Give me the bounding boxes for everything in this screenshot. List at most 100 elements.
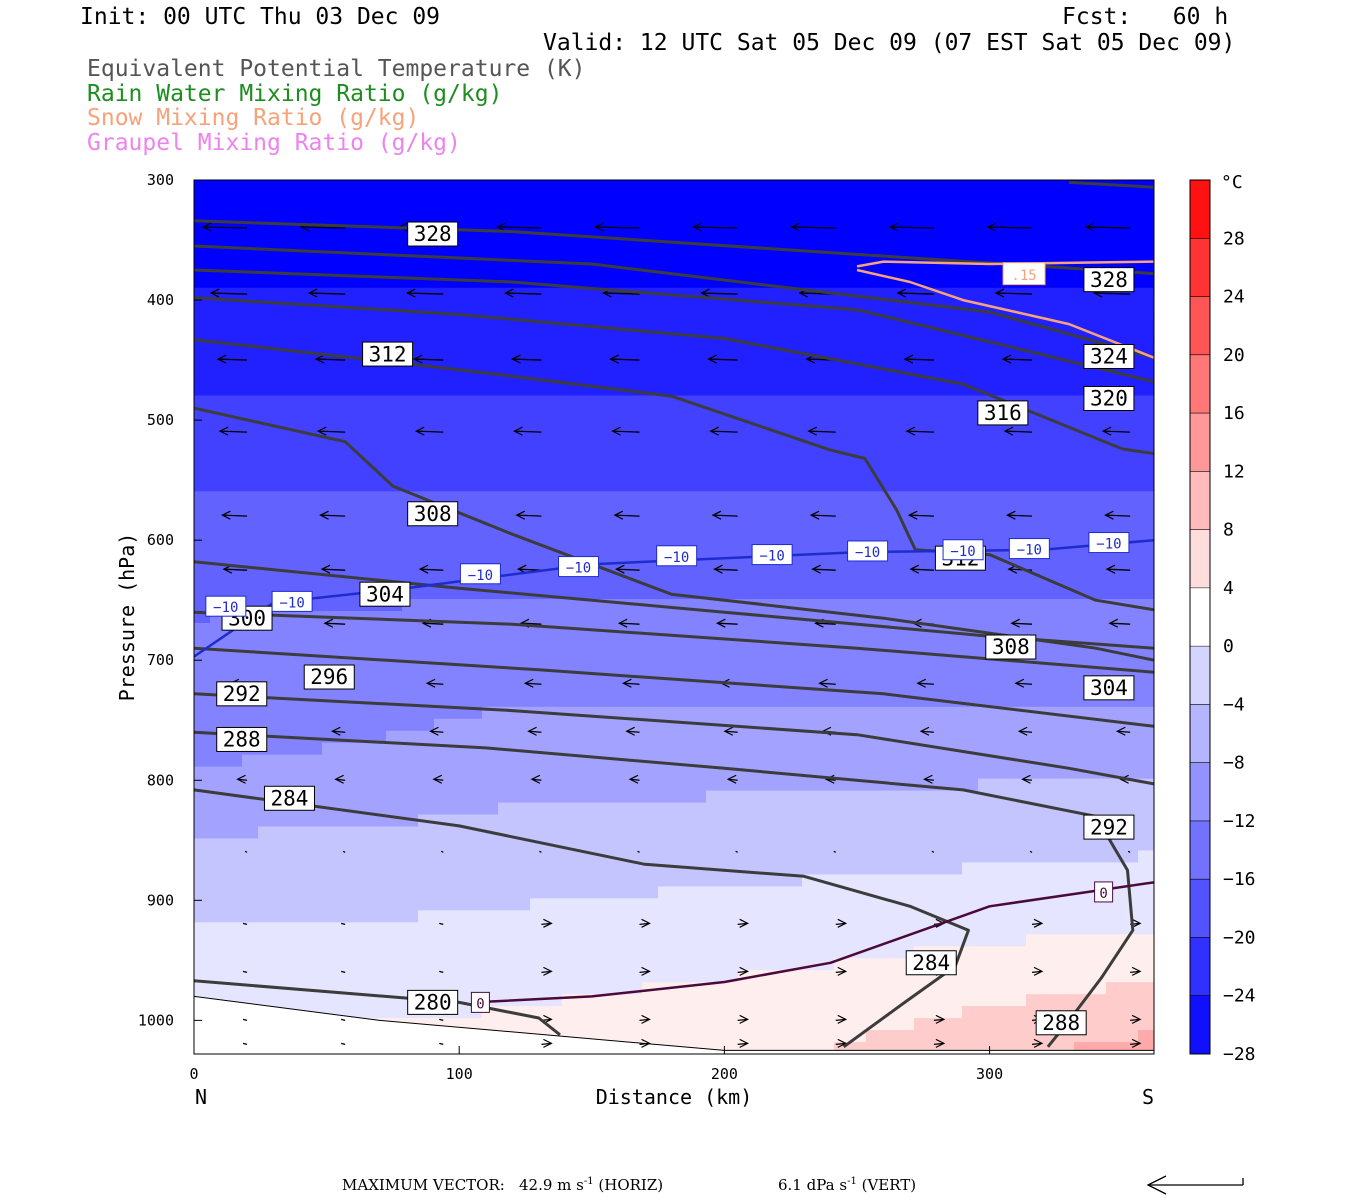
temperature-cell (738, 515, 755, 528)
temperature-cell (498, 455, 515, 468)
temperature-cell (402, 970, 419, 983)
temperature-cell (1138, 323, 1154, 337)
temperature-cell (770, 323, 787, 337)
temperature-cell (434, 527, 451, 540)
temperature-cell (882, 1018, 899, 1031)
temperature-cell (1122, 323, 1139, 337)
temperature-cell (466, 479, 483, 492)
temperature-cell (914, 874, 931, 887)
temperature-cell (1042, 682, 1059, 696)
temperature-cell (962, 503, 979, 516)
temperature-cell (482, 694, 499, 708)
temperature-cell (578, 419, 595, 433)
temperature-cell (834, 503, 851, 516)
temperature-cell (626, 239, 643, 253)
temperature-cell (978, 922, 995, 935)
temperature-cell (258, 371, 275, 385)
temperature-cell (466, 874, 483, 887)
temperature-cell (674, 467, 691, 480)
wind-vector (318, 430, 346, 433)
temperature-cell (898, 910, 915, 923)
temperature-cell (466, 335, 483, 349)
temperature-cell (1090, 910, 1107, 923)
temperature-cell (322, 994, 339, 1007)
temperature-cell (258, 431, 275, 444)
wind-vector (244, 850, 248, 853)
temperature-cell (802, 850, 819, 864)
wind-vector-head (1131, 1038, 1142, 1048)
temperature-cell (386, 383, 403, 397)
wind-vector-head (739, 918, 749, 928)
temperature-cell (962, 838, 979, 852)
temperature-cell (674, 898, 691, 911)
temperature-cell (706, 263, 723, 277)
temperature-cell (546, 180, 563, 193)
temperature-cell (898, 718, 915, 732)
temperature-cell (258, 275, 275, 289)
temperature-cell (210, 455, 227, 468)
colorbar-label: 4 (1223, 578, 1234, 599)
temperature-cell (690, 251, 707, 265)
temperature-cell (882, 718, 899, 732)
temperature-cell (450, 634, 467, 648)
temperature-cell (818, 503, 835, 516)
temperature-cell (226, 347, 243, 361)
temperature-cell (674, 311, 691, 325)
temperature-cell (642, 658, 659, 672)
temperature-cell (386, 455, 403, 468)
temperature-cell (642, 275, 659, 289)
temperature-cell (482, 263, 499, 277)
y-tick-label: 600 (147, 531, 174, 549)
theta-e-contour (1069, 180, 1154, 189)
temperature-cell (850, 467, 867, 480)
temperature-cell (946, 515, 963, 528)
temperature-cell (658, 874, 675, 887)
colorbar-label: 16 (1223, 403, 1245, 424)
temperature-cell (546, 335, 563, 349)
temperature-cell (418, 455, 435, 468)
temperature-cell (882, 862, 899, 876)
temperature-cell (898, 790, 915, 804)
temperature-cell (722, 1042, 739, 1054)
temperature-cell (370, 946, 387, 959)
temperature-cell (594, 946, 611, 959)
temperature-cell (386, 886, 403, 899)
temperature-cell (626, 766, 643, 780)
temperature-cell (658, 886, 675, 899)
temperature-cell (834, 575, 851, 588)
temperature-cell (898, 551, 915, 564)
temperature-cell (674, 778, 691, 792)
temperature-cell (578, 814, 595, 828)
temperature-cell (898, 203, 915, 217)
temperature-cell (578, 299, 595, 313)
temperature-cell (690, 1006, 707, 1019)
temperature-cell (370, 970, 387, 983)
temperature-cell (738, 838, 755, 852)
temperature-cell (898, 754, 915, 768)
temperature-cell (930, 527, 947, 540)
temperature-cell (194, 180, 211, 193)
temperature-cell (610, 658, 627, 672)
temperature-cell (722, 994, 739, 1007)
temperature-cell (386, 407, 403, 421)
temperature-cell (514, 551, 531, 564)
temperature-cell (226, 515, 243, 528)
temperature-cell (530, 299, 547, 313)
temperature-cell (706, 251, 723, 265)
temperature-cell (594, 982, 611, 995)
temperature-cell (594, 1018, 611, 1031)
wind-vector (921, 730, 934, 733)
temperature-cell (642, 1006, 659, 1019)
temperature-cell (690, 790, 707, 804)
temperature-cell (1042, 335, 1059, 349)
temperature-cell (1074, 611, 1091, 624)
temperature-cell (594, 251, 611, 265)
temperature-cell (498, 431, 515, 444)
temperature-cell (610, 970, 627, 983)
temperature-cell (882, 575, 899, 588)
temperature-cell (994, 227, 1011, 241)
temperature-cell (834, 479, 851, 492)
temperature-cell (322, 335, 339, 349)
temperature-cell (738, 575, 755, 588)
temperature-cell (1138, 455, 1154, 468)
